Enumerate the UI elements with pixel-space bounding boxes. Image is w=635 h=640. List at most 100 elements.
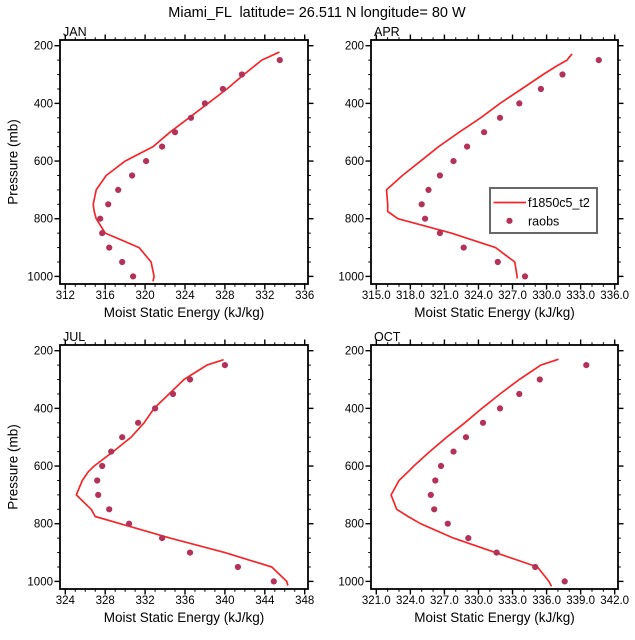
x-tick-label: 316 bbox=[96, 290, 115, 302]
raobs-dot bbox=[126, 520, 133, 527]
raobs-dot bbox=[496, 114, 504, 121]
raobs-dot bbox=[221, 362, 228, 369]
model-line-series bbox=[75, 359, 289, 586]
raobs-dot bbox=[187, 114, 195, 121]
raobs-dot bbox=[119, 434, 126, 441]
model-line-series bbox=[385, 53, 573, 279]
x-tick-label: 336.0 bbox=[600, 290, 629, 302]
y-tick-label: 800 bbox=[34, 214, 53, 226]
raobs-dot bbox=[97, 215, 104, 222]
figure-title: Miami_FL latitude= 26.511 N longitude= 8… bbox=[168, 5, 466, 21]
y-tick-label: 400 bbox=[34, 98, 53, 110]
panel-month-label: APR bbox=[374, 25, 400, 39]
raobs-dot bbox=[108, 448, 115, 455]
raobs-dot bbox=[494, 258, 501, 266]
raobs-dot bbox=[493, 549, 500, 556]
legend: f1850c5_t2 raobs bbox=[489, 187, 598, 234]
raobs-dot bbox=[537, 85, 545, 93]
x-tick-label: 333.0 bbox=[566, 290, 595, 302]
raobs-dot bbox=[276, 57, 283, 64]
raobs-dot bbox=[95, 491, 102, 498]
y-tick-label: 800 bbox=[345, 519, 364, 531]
raobs-dot bbox=[234, 563, 241, 571]
raobs-dot bbox=[186, 376, 194, 383]
panel-month-label: OCT bbox=[374, 330, 401, 344]
raobs-dot bbox=[450, 448, 457, 455]
raobs-dot bbox=[186, 549, 194, 556]
y-tick-label: 400 bbox=[345, 403, 364, 415]
x-tick-label: 348 bbox=[295, 595, 314, 607]
plot-frame bbox=[370, 39, 619, 285]
legend-box bbox=[489, 187, 598, 234]
plot-frame bbox=[59, 344, 309, 590]
x-tick-label: 321.0 bbox=[430, 290, 459, 302]
raobs-dot bbox=[521, 273, 529, 280]
legend-dot-sample bbox=[506, 217, 513, 224]
raobs-dot bbox=[516, 100, 523, 107]
x-tick-label: 318.0 bbox=[396, 290, 425, 302]
raobs-dot bbox=[496, 405, 504, 412]
y-tick-label: 200 bbox=[345, 41, 364, 53]
raobs-dot bbox=[516, 390, 523, 398]
x-tick-label: 328 bbox=[215, 290, 234, 302]
raobs-dot bbox=[450, 158, 457, 165]
raobs-dot bbox=[422, 215, 429, 222]
raobs-dot bbox=[143, 158, 150, 165]
raobs-dot bbox=[595, 57, 602, 64]
panel-jul: JUL 324 328 332 336 340 344 348 200 400 600 800 100… bbox=[6, 330, 315, 625]
raobs-dot bbox=[115, 186, 122, 193]
plot-area-jul: 324 328 332 336 340 344 348 200 400 600 800 1000 bbox=[27, 339, 314, 607]
y-tick-label: 600 bbox=[345, 461, 364, 473]
x-tick-label: 340 bbox=[215, 595, 234, 607]
panel-oct: OCT 321.0 324.0 327.0 330.0 333.0 336.0 339.0 3… bbox=[338, 330, 629, 625]
y-tick-label: 1000 bbox=[27, 271, 53, 283]
y-tick-label: 800 bbox=[34, 519, 53, 531]
x-tick-label: 332 bbox=[136, 595, 155, 607]
raobs-dot bbox=[171, 129, 179, 136]
y-tick-label: 400 bbox=[34, 403, 53, 415]
raobs-dot bbox=[431, 506, 438, 513]
x-tick-label: 330.0 bbox=[532, 290, 561, 302]
raobs-dot bbox=[119, 258, 126, 266]
panel-jan: JAN 312 316 320 324 328 332 336 200 400 600 800 100… bbox=[6, 25, 315, 320]
raobs-dot bbox=[152, 405, 159, 412]
raobs-dot bbox=[462, 434, 470, 441]
x-tick-label: 324.0 bbox=[464, 290, 493, 302]
raobs-dot bbox=[479, 419, 487, 426]
y-tick-label: 200 bbox=[34, 346, 53, 358]
x-tick-label: 333.0 bbox=[498, 595, 527, 607]
raobs-dot bbox=[444, 520, 451, 527]
x-tick-label: 336.0 bbox=[532, 595, 561, 607]
y-tick-label: 600 bbox=[34, 156, 53, 168]
y-tick-label: 1000 bbox=[338, 576, 364, 588]
x-axis-title: Moist Static Energy (kJ/kg) bbox=[414, 610, 575, 625]
x-tick-label: 324 bbox=[175, 290, 195, 302]
raobs-dot bbox=[436, 230, 443, 237]
raobs-dot bbox=[106, 244, 113, 251]
x-axis-title: Moist Static Energy (kJ/kg) bbox=[104, 610, 265, 625]
plot-area-oct: 321.0 324.0 327.0 330.0 333.0 336.0 339.0 342.0… bbox=[338, 339, 629, 607]
raobs-dot bbox=[432, 477, 439, 484]
plot-frame bbox=[370, 344, 619, 590]
panel-apr: APR 315.0 318.0 321.0 324.0 327.0 330.0 333.0 3… bbox=[338, 25, 629, 320]
raobs-dot bbox=[532, 563, 539, 571]
plot-area-apr: 315.0 318.0 321.0 324.0 327.0 330.0 333.0 336.0… bbox=[338, 34, 629, 302]
raobs-dot bbox=[425, 186, 432, 193]
raobs-dot bbox=[561, 578, 568, 585]
x-tick-label: 324 bbox=[56, 595, 76, 607]
x-tick-label: 342.0 bbox=[600, 595, 629, 607]
y-tick-label: 600 bbox=[34, 461, 53, 473]
model-line-series bbox=[92, 51, 280, 282]
panel-month-label: JAN bbox=[63, 25, 87, 39]
y-tick-label: 800 bbox=[345, 214, 364, 226]
raobs-dot bbox=[94, 477, 101, 484]
raobs-dot bbox=[135, 419, 142, 426]
raobs-dot bbox=[169, 390, 177, 398]
legend-line-label: f1850c5_t2 bbox=[528, 196, 590, 210]
raobs-dot bbox=[105, 201, 112, 208]
raobs-dot bbox=[481, 129, 488, 136]
y-tick-label: 600 bbox=[345, 156, 364, 168]
x-tick-label: 336 bbox=[175, 595, 194, 607]
x-tick-label: 327.0 bbox=[498, 290, 527, 302]
